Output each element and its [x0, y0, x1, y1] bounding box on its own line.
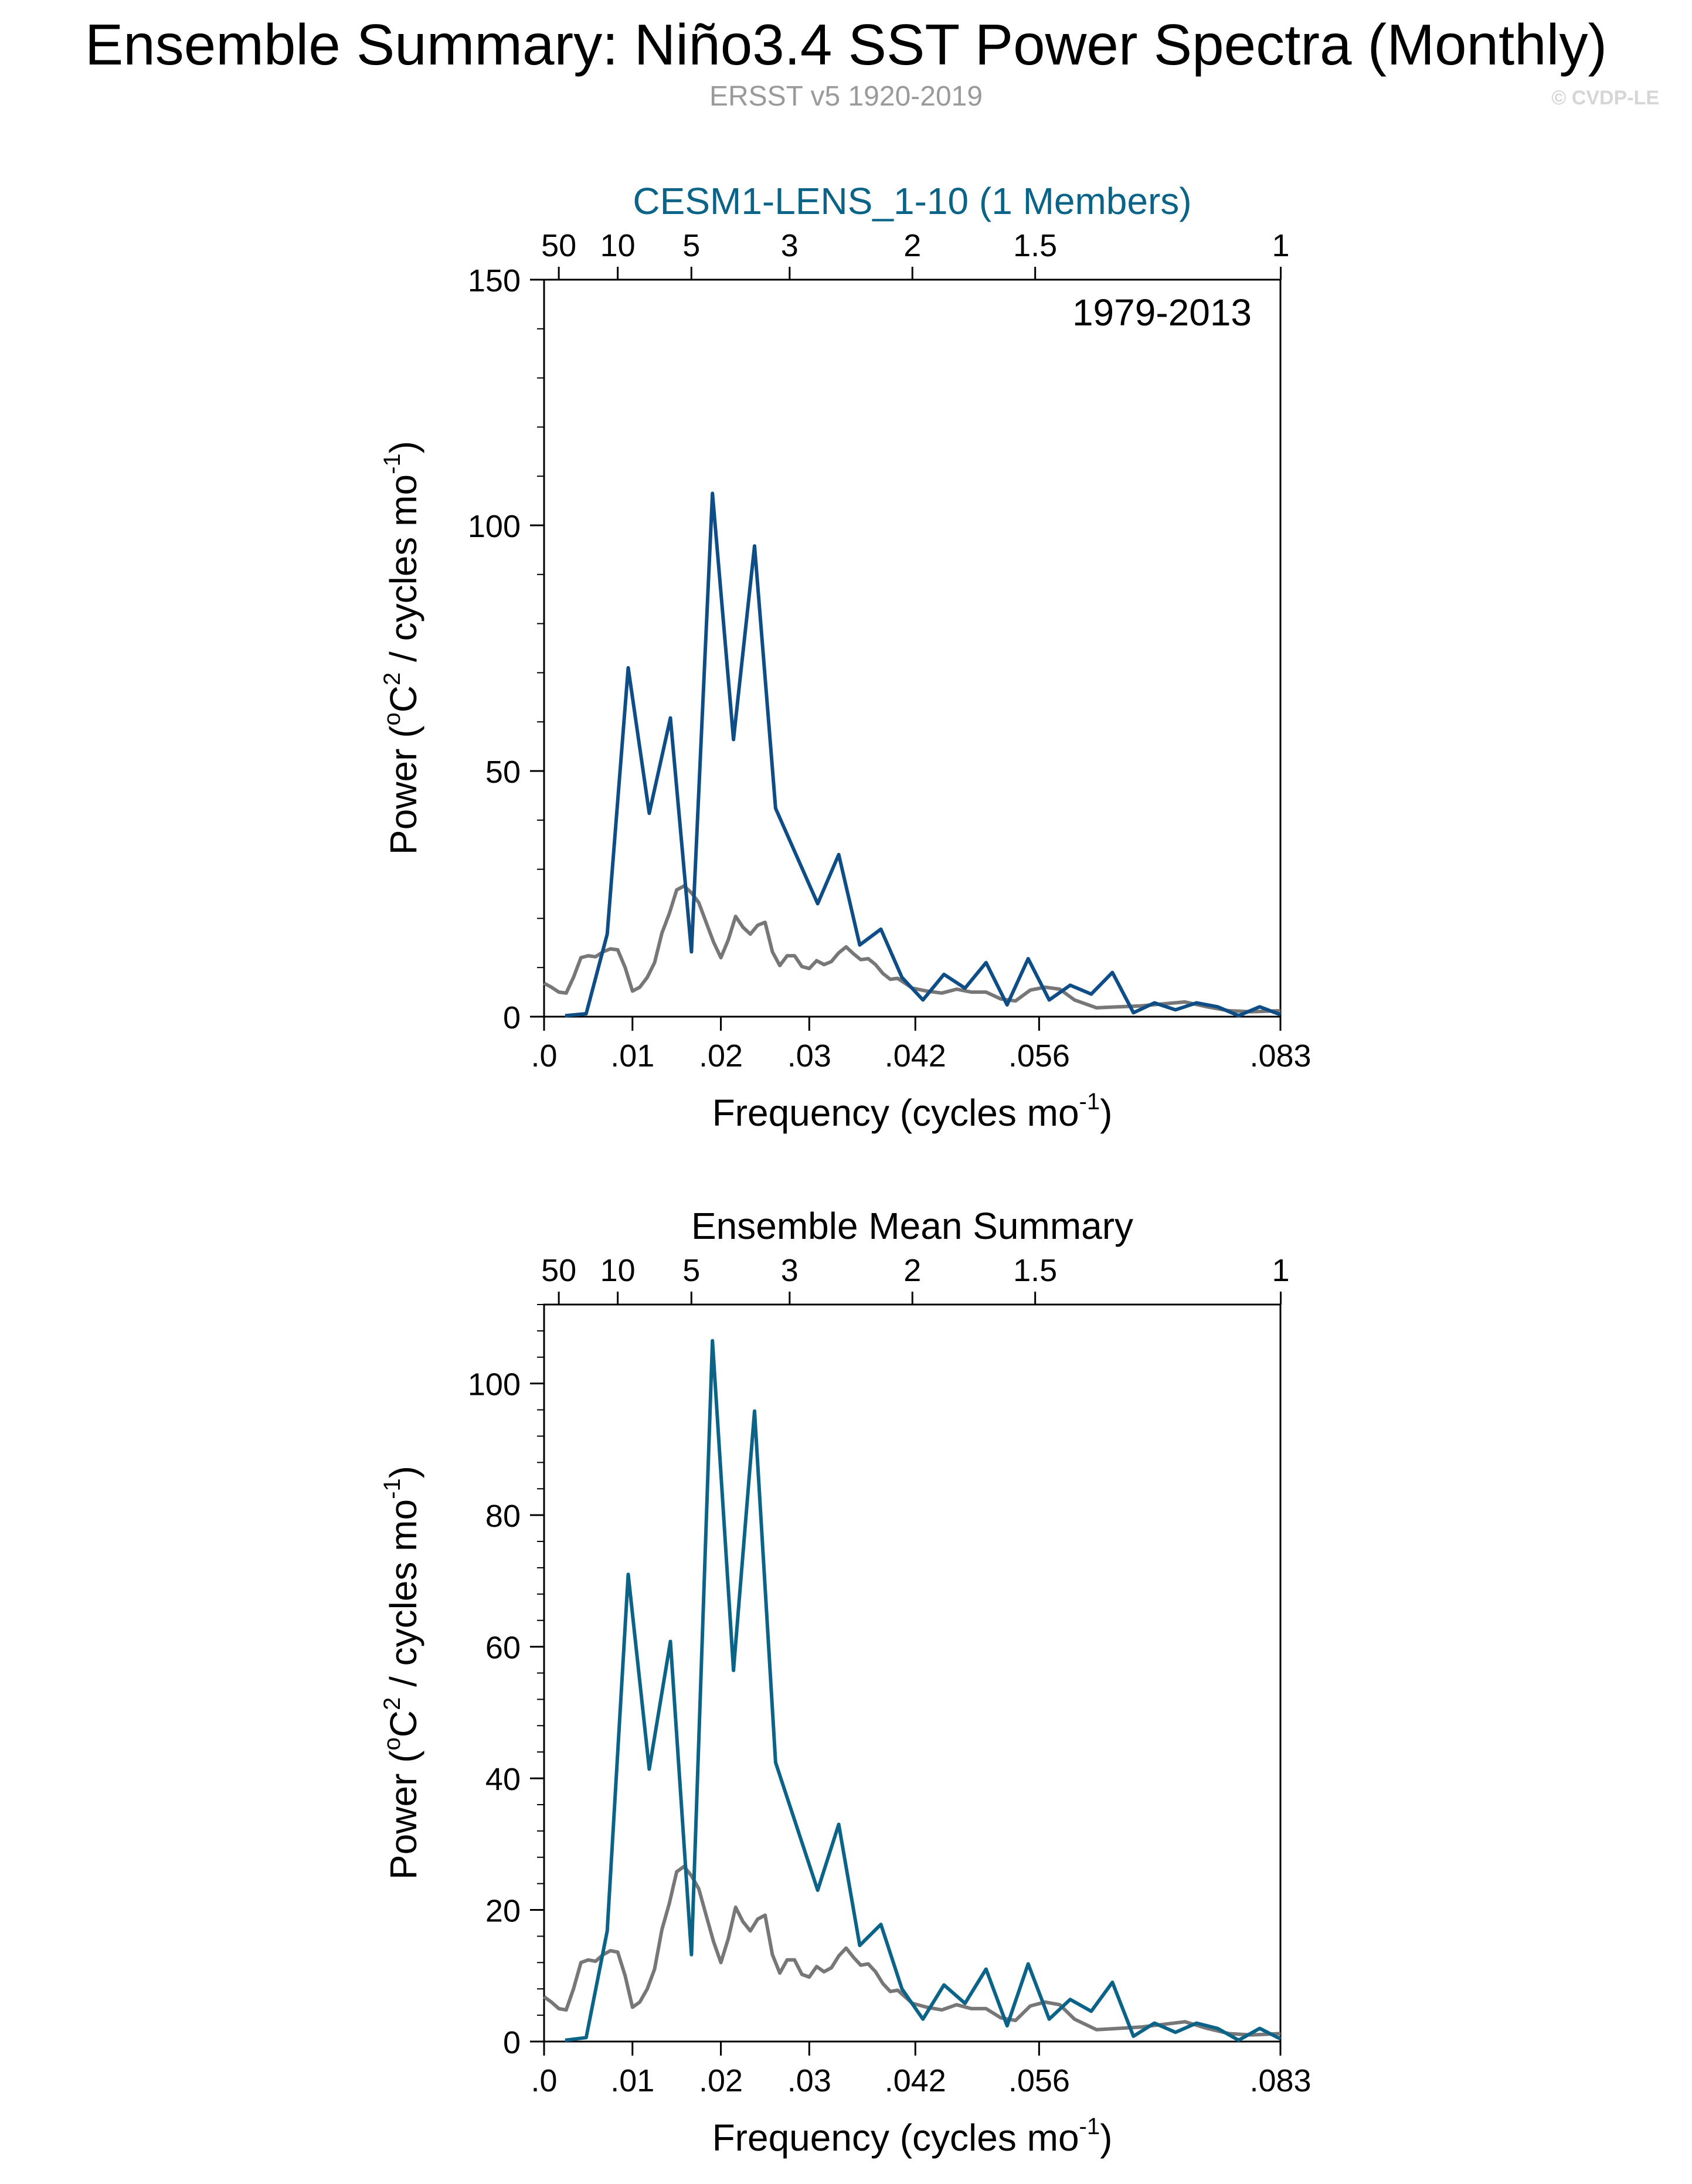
panel-title: Ensemble Mean Summary	[691, 1205, 1133, 1247]
period-tick-label: 1.5	[1013, 228, 1057, 263]
x-tick-label: .0	[531, 2063, 557, 2098]
x-tick-label: .042	[885, 1038, 946, 1074]
x-tick-label: .01	[610, 1038, 654, 1074]
x-tick-label: .056	[1008, 2063, 1070, 2098]
x-tick-label: .0	[531, 1038, 557, 1074]
period-annotation: 1979-2013	[1072, 291, 1252, 334]
observed-spectrum-line	[543, 1864, 1281, 2037]
model-spectrum-line	[565, 491, 1282, 1018]
period-tick-label: 1.5	[1013, 1253, 1057, 1288]
y-axis-label: Power (oC2 / cycles mo-1)	[379, 441, 424, 855]
y-tick-label: 150	[468, 263, 521, 298]
y-tick-label: 0	[503, 1000, 521, 1035]
x-tick-label: .03	[787, 2063, 831, 2098]
period-tick-label: 2	[903, 228, 921, 263]
period-tick-label: 10	[600, 228, 636, 263]
period-tick-label: 5	[682, 228, 700, 263]
y-tick-label: 40	[485, 1762, 521, 1797]
y-tick-label: 80	[485, 1499, 521, 1534]
x-axis-label: Frequency (cycles mo-1)	[712, 2114, 1113, 2159]
x-tick-label: .083	[1249, 2063, 1311, 2098]
plot-frame	[543, 1303, 1282, 2043]
y-tick-label: 50	[485, 755, 521, 790]
x-tick-label: .042	[885, 2063, 946, 2098]
y-tick-label: 20	[485, 1894, 521, 1929]
x-tick-label: .03	[787, 1038, 831, 1074]
figure-subtitle: ERSST v5 1920-2019	[709, 81, 983, 112]
period-tick-label: 2	[903, 1253, 921, 1288]
x-tick-label: .056	[1008, 1038, 1070, 1074]
period-tick-label: 10	[600, 1253, 636, 1288]
plot-frame	[543, 278, 1282, 1018]
period-tick-label: 50	[541, 1253, 576, 1288]
panel-title: CESM1-LENS_1-10 (1 Members)	[633, 180, 1191, 222]
x-tick-label: .02	[699, 2063, 743, 2098]
x-axis-label: Frequency (cycles mo-1)	[712, 1089, 1113, 1134]
y-axis-label: Power (oC2 / cycles mo-1)	[379, 1466, 424, 1880]
y-tick-label: 100	[468, 1367, 521, 1402]
y-tick-label: 100	[468, 509, 521, 544]
observed-spectrum-line	[543, 884, 1281, 1014]
period-tick-label: 3	[781, 1253, 799, 1288]
x-tick-label: .01	[610, 2063, 654, 2098]
spectrum-panel-top: CESM1-LENS_1-10 (1 Members) 1979-2013 Fr…	[379, 180, 1312, 1134]
watermark: © CVDP-LE	[1551, 87, 1659, 109]
model-spectrum-line	[565, 1339, 1282, 2042]
period-tick-label: 5	[682, 1253, 700, 1288]
figure-title: Ensemble Summary: Niño3.4 SST Power Spec…	[85, 12, 1607, 77]
x-tick-label: .083	[1249, 1038, 1311, 1074]
period-tick-label: 50	[541, 228, 576, 263]
y-tick-label: 0	[503, 2025, 521, 2060]
period-tick-label: 3	[781, 228, 799, 263]
spectrum-panel-bottom: Ensemble Mean Summary Frequency (cycles …	[379, 1205, 1312, 2159]
period-tick-label: 1	[1272, 228, 1289, 263]
y-tick-label: 60	[485, 1631, 521, 1666]
x-tick-label: .02	[699, 1038, 743, 1074]
period-tick-label: 1	[1272, 1253, 1289, 1288]
